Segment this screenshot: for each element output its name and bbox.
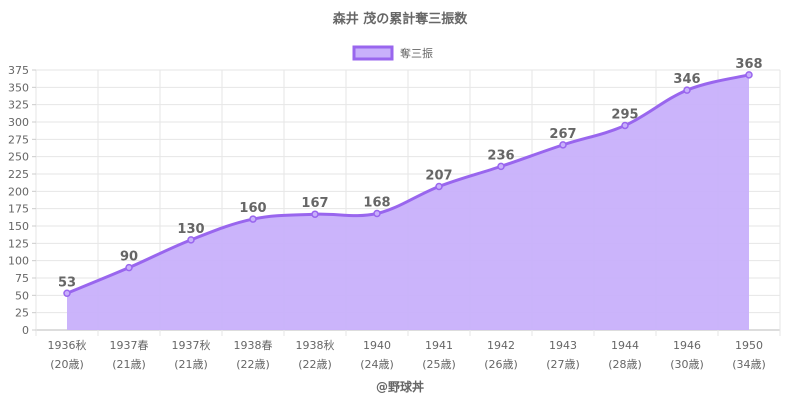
data-label: 168 (363, 196, 390, 211)
legend-label: 奪三振 (400, 46, 433, 60)
x-tick-sublabel: (25歳) (422, 358, 456, 371)
x-tick-label: 1950 (735, 339, 763, 352)
data-label: 368 (735, 57, 762, 72)
data-label: 295 (611, 107, 638, 122)
y-tick-label: 375 (8, 64, 29, 77)
data-label: 53 (58, 275, 76, 290)
data-point[interactable] (683, 86, 691, 94)
x-tick-label: 1943 (549, 339, 577, 352)
x-tick-label: 1938秋 (296, 338, 335, 352)
data-point[interactable] (63, 289, 71, 298)
series (63, 71, 753, 330)
data-label: 167 (301, 196, 328, 211)
y-tick-label: 325 (8, 99, 29, 112)
data-label: 236 (487, 148, 514, 163)
chart-title: 森井 茂の累計奪三振数 (333, 11, 469, 27)
x-tick-sublabel: (22歳) (236, 358, 270, 371)
data-point[interactable] (373, 209, 381, 218)
x-tick-sublabel: (28歳) (608, 358, 642, 371)
y-tick-label: 350 (8, 81, 29, 94)
data-point[interactable] (125, 263, 133, 272)
x-tick-sublabel: (21歳) (174, 358, 208, 371)
x-tick-sublabel: (26歳) (484, 358, 518, 371)
data-label: 160 (239, 201, 266, 216)
x-tick-sublabel: (20歳) (50, 358, 84, 371)
legend-swatch (352, 45, 394, 61)
x-tick-label: 1937秋 (172, 338, 211, 352)
x-tick-sublabel: (24歳) (360, 358, 394, 371)
y-axis: 0 25 50 75 100 125 150 175 200 225 250 275 300 325 350… (8, 64, 36, 337)
y-tick-label: 75 (15, 272, 29, 285)
legend[interactable]: 奪三振 (352, 45, 433, 61)
x-tick-sublabel: (21歳) (112, 358, 146, 371)
y-tick-label: 300 (8, 116, 29, 129)
series-line (66, 73, 750, 295)
data-point[interactable] (249, 215, 257, 223)
x-tick-label: 1941 (425, 339, 453, 352)
y-tick-label: 50 (15, 289, 29, 302)
data-label: 346 (673, 72, 700, 87)
data-point[interactable] (497, 162, 505, 171)
credit: @野球丼 (376, 379, 424, 394)
x-tick-sublabel: (34歳) (732, 358, 766, 371)
y-tick-label: 200 (8, 185, 29, 198)
data-label: 207 (425, 168, 452, 183)
y-tick-label: 250 (8, 151, 29, 164)
data-point[interactable] (435, 182, 443, 191)
x-axis: 1936秋 (20歳) 1937春 (21歳) 1937秋 (21歳) 1938春 (22歳)… (48, 338, 766, 371)
y-tick-label: 125 (8, 237, 29, 250)
y-tick-label: 100 (8, 255, 29, 268)
x-tick-label: 1940 (363, 339, 391, 352)
x-tick-label: 1946 (673, 339, 701, 352)
x-tick-label: 1938春 (234, 339, 273, 352)
y-tick-label: 25 (15, 307, 29, 320)
y-tick-label: 0 (22, 324, 29, 337)
data-point[interactable] (621, 121, 629, 130)
y-tick-label: 275 (8, 133, 29, 146)
y-tick-label: 150 (8, 220, 29, 233)
x-tick-sublabel: (30歳) (670, 358, 704, 371)
data-point[interactable] (745, 71, 753, 79)
x-tick-label: 1942 (487, 339, 515, 352)
y-tick-label: 225 (8, 168, 29, 181)
x-tick-label: 1937春 (110, 339, 149, 352)
data-point[interactable] (559, 141, 567, 149)
data-label: 90 (120, 250, 138, 265)
data-point[interactable] (187, 236, 195, 244)
x-tick-label: 1944 (611, 339, 639, 352)
x-tick-sublabel: (22歳) (298, 358, 332, 371)
x-tick-sublabel: (27歳) (546, 358, 580, 371)
y-tick-label: 175 (8, 203, 29, 216)
data-label: 267 (549, 127, 576, 142)
data-labels: 53 90 130 160 167 168 207 236 267 295 346 368 (58, 57, 763, 290)
x-tick-label: 1936秋 (48, 338, 87, 352)
data-label: 130 (177, 222, 204, 237)
data-point[interactable] (311, 210, 319, 218)
